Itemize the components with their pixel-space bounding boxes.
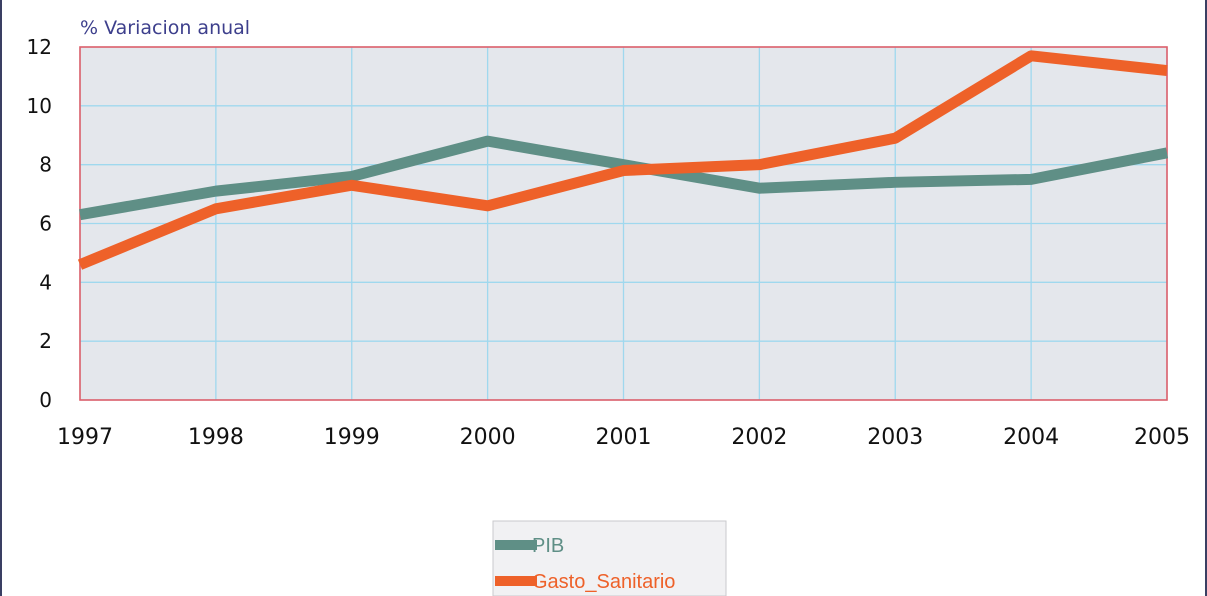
y-tick-label: 12 <box>27 35 52 59</box>
y-tick-label: 8 <box>39 153 52 177</box>
x-tick-label: 2002 <box>731 425 787 450</box>
x-tick-label: 2000 <box>460 425 516 450</box>
y-tick-label: 0 <box>39 388 52 412</box>
x-tick-label: 2004 <box>1003 425 1059 450</box>
x-tick-label: 2001 <box>596 425 652 450</box>
legend-label: PIB <box>532 535 564 557</box>
y-tick-label: 2 <box>39 329 52 353</box>
x-tick-label: 1999 <box>324 425 380 450</box>
x-axis: 1997 1998 1999 2000 2001 2002 2003 2004 2005 <box>57 425 1190 450</box>
y-tick-label: 10 <box>27 94 52 118</box>
plot-border <box>79 46 1168 401</box>
x-tick-label: 1998 <box>188 425 244 450</box>
y-tick-label: 6 <box>39 212 52 236</box>
y-tick-label: 4 <box>39 270 52 294</box>
x-tick-label: 2005 <box>1134 425 1190 450</box>
chart-title: % Variacion anual <box>80 17 250 39</box>
x-tick-label: 1997 <box>57 425 113 450</box>
y-axis: 0 2 4 6 8 10 12 <box>27 35 52 412</box>
series-lines <box>77 50 1169 270</box>
legend-label: Gasto_Sanitario <box>532 571 675 593</box>
x-tick-label: 2003 <box>867 425 923 450</box>
legend: PIB Gasto_Sanitario <box>492 520 727 596</box>
